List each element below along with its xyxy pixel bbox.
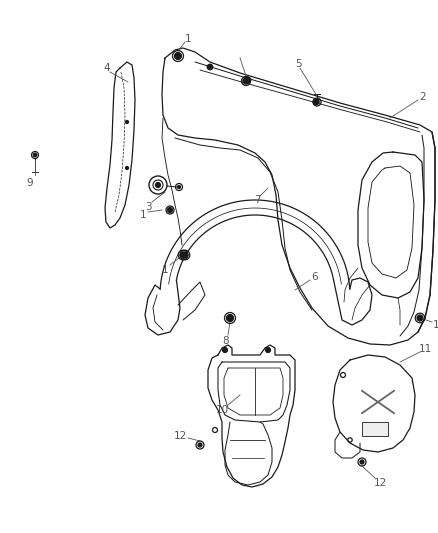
Text: 1: 1 — [140, 210, 146, 220]
Circle shape — [265, 348, 271, 352]
Text: 10: 10 — [215, 405, 229, 415]
Text: 8: 8 — [223, 336, 230, 346]
Text: 2: 2 — [420, 92, 426, 102]
Text: 4: 4 — [104, 63, 110, 73]
Text: 12: 12 — [373, 478, 387, 488]
Circle shape — [313, 99, 319, 105]
Text: 7: 7 — [254, 195, 260, 205]
Circle shape — [126, 166, 128, 169]
Text: 5: 5 — [295, 59, 301, 69]
Circle shape — [126, 120, 128, 124]
Circle shape — [360, 460, 364, 464]
Circle shape — [177, 185, 180, 189]
Circle shape — [198, 443, 202, 447]
Text: 9: 9 — [27, 178, 33, 188]
Circle shape — [33, 153, 37, 157]
Text: 1: 1 — [433, 320, 438, 330]
Circle shape — [182, 252, 188, 258]
Circle shape — [243, 78, 249, 84]
Circle shape — [155, 182, 160, 188]
Circle shape — [226, 314, 233, 321]
Circle shape — [180, 252, 186, 258]
Circle shape — [245, 77, 251, 83]
Text: 3: 3 — [145, 202, 151, 212]
Text: 11: 11 — [418, 344, 431, 354]
Text: 1: 1 — [162, 265, 168, 275]
Text: 1: 1 — [185, 34, 191, 44]
Circle shape — [223, 348, 227, 352]
Circle shape — [417, 315, 423, 321]
Circle shape — [167, 207, 173, 213]
FancyBboxPatch shape — [362, 422, 388, 436]
Circle shape — [174, 52, 181, 60]
Circle shape — [207, 64, 213, 70]
Text: 12: 12 — [173, 431, 187, 441]
Text: 6: 6 — [312, 272, 318, 282]
